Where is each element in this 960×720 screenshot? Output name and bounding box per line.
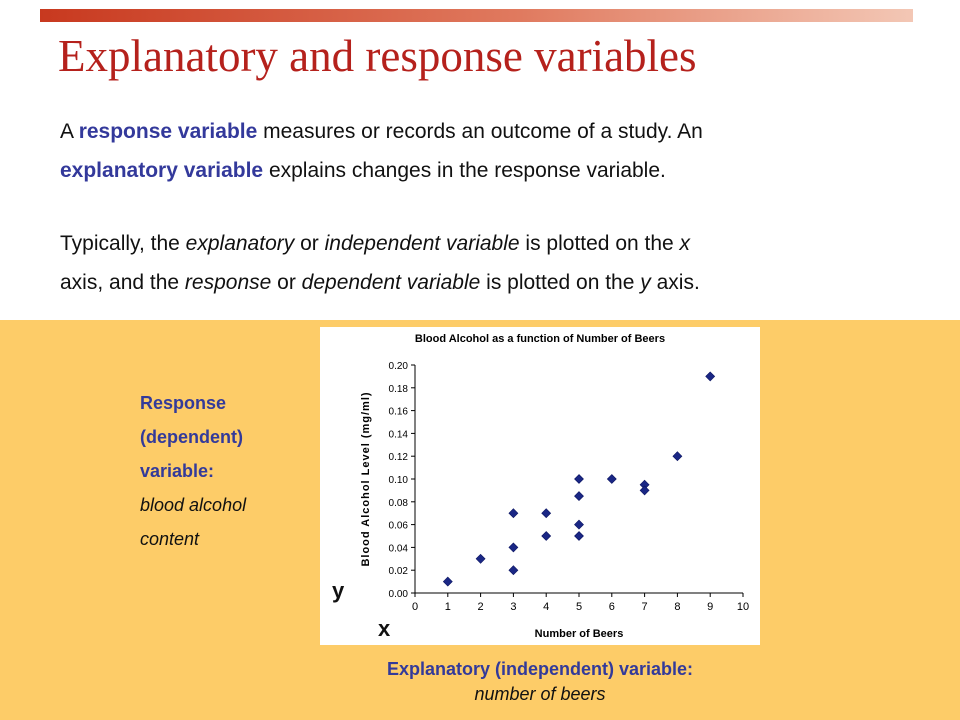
text-segment: Typically, the: [60, 232, 186, 255]
y-letter: y: [640, 271, 651, 294]
response-variable-label: Response (dependent) variable: blood alc…: [140, 386, 246, 556]
data-point: [574, 519, 584, 530]
data-point: [508, 508, 519, 519]
explanatory-variable-label: Explanatory (independent) variable:: [386, 659, 694, 679]
text-segment: measures or records an outcome of a stud…: [257, 120, 703, 143]
y-tick-label: 0.14: [389, 429, 409, 440]
explanatory-variable-description: number of beers: [474, 684, 606, 704]
chart-canvas: Blood Alcohol as a function of Number of…: [360, 333, 749, 640]
x-axis-marker: x: [378, 616, 391, 641]
y-tick-label: 0.00: [389, 589, 409, 600]
text-segment: explains changes in the response variabl…: [263, 159, 666, 182]
text-segment: or: [271, 271, 302, 294]
text-segment: is plotted on the: [480, 271, 641, 294]
scatter-chart: Blood Alcohol as a function of Number of…: [320, 327, 760, 645]
data-point: [574, 531, 584, 541]
explanatory-word: explanatory: [185, 232, 295, 255]
header-accent-bar: [40, 9, 913, 22]
response-label-line: blood alcohol: [140, 495, 247, 515]
x-tick-label: 4: [543, 601, 549, 613]
data-point: [475, 553, 486, 564]
y-axis-marker: y: [332, 578, 345, 603]
text-segment: axis.: [650, 271, 700, 294]
text-segment: is plotted on the: [519, 232, 680, 255]
data-point: [606, 474, 617, 484]
x-tick-label: 1: [445, 601, 451, 613]
text-segment: or: [294, 232, 325, 255]
y-tick-label: 0.08: [389, 498, 409, 509]
response-label-line: (dependent): [140, 427, 243, 447]
plotting-paragraph: Typically, the explanatory or independen…: [60, 224, 700, 302]
y-tick-label: 0.06: [389, 521, 409, 532]
y-tick-label: 0.20: [389, 361, 409, 372]
response-label-line: content: [140, 529, 200, 549]
data-point: [442, 576, 453, 587]
x-tick-label: 0: [412, 601, 418, 613]
y-tick-label: 0.16: [389, 407, 409, 418]
response-variable-term: response variable: [78, 120, 258, 143]
response-label-line: variable:: [140, 461, 215, 481]
chart-title: Blood Alcohol as a function of Number of…: [415, 333, 665, 345]
slide-title: Explanatory and response variables: [58, 31, 697, 81]
definition-paragraph: A response variable measures or records …: [60, 112, 703, 190]
x-tick-label: 10: [737, 601, 749, 613]
independent-variable-word: independent variable: [324, 232, 520, 255]
data-point: [705, 371, 716, 382]
data-point: [574, 474, 584, 484]
response-label-line: Response: [140, 393, 227, 413]
text-segment: A: [60, 120, 79, 143]
x-axis-label: Number of Beers: [535, 628, 624, 640]
y-axis-label: Blood Alcohol Level (mg/ml): [360, 391, 372, 566]
y-tick-label: 0.02: [389, 566, 409, 577]
x-tick-label: 7: [642, 601, 648, 613]
data-point: [574, 491, 584, 502]
data-point: [508, 565, 519, 576]
x-tick-label: 6: [609, 601, 615, 613]
response-word: response: [184, 271, 272, 294]
x-tick-label: 9: [707, 601, 713, 613]
x-tick-label: 5: [576, 601, 582, 613]
x-tick-label: 2: [478, 601, 484, 613]
y-tick-label: 0.18: [389, 384, 409, 395]
text-segment: axis, and the: [60, 271, 185, 294]
data-point: [541, 508, 552, 519]
x-letter: x: [679, 232, 691, 255]
data-point: [639, 485, 650, 496]
data-point: [508, 542, 519, 553]
y-tick-label: 0.10: [389, 475, 409, 486]
x-tick-label: 8: [674, 601, 680, 613]
y-tick-label: 0.04: [389, 543, 409, 554]
explanatory-variable-term: explanatory variable: [60, 159, 264, 182]
data-point: [672, 451, 683, 462]
data-point: [541, 531, 552, 541]
x-tick-label: 3: [510, 601, 516, 613]
y-tick-label: 0.12: [389, 452, 409, 463]
dependent-variable-word: dependent variable: [301, 271, 481, 294]
